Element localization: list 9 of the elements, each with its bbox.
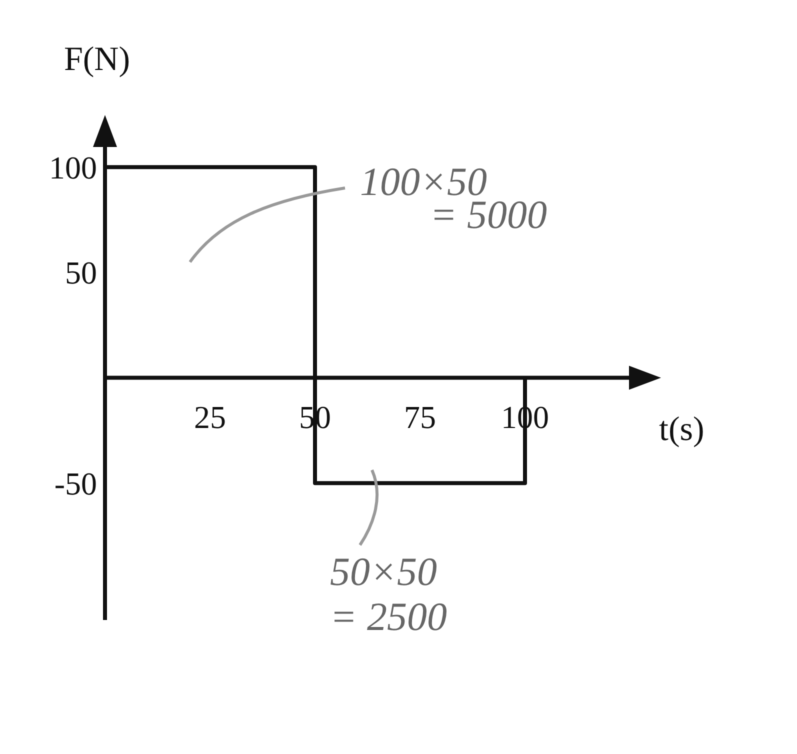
y-tick-label: 100	[49, 149, 97, 186]
x-axis-title: t(s)	[659, 410, 704, 448]
y-axis-title: F(N)	[64, 41, 130, 78]
annotation: = 2500	[330, 594, 447, 639]
y-tick-label: 50	[65, 254, 97, 291]
x-tick-label: 25	[194, 398, 226, 435]
x-tick-label: 75	[404, 398, 436, 435]
y-tick-label: -50	[54, 465, 97, 502]
annotation: 50×50	[330, 549, 437, 594]
